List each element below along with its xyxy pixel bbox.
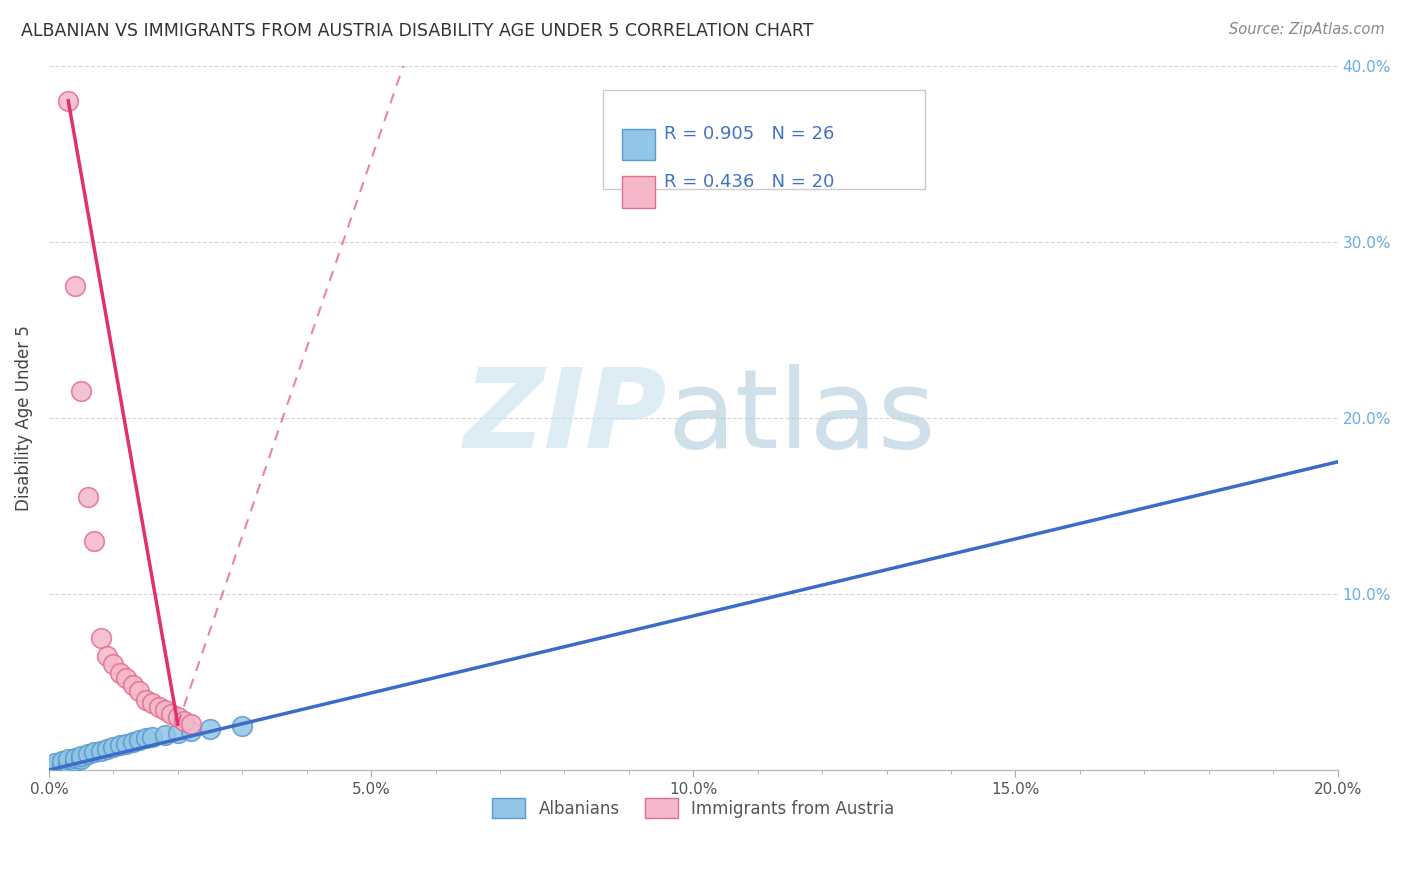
Point bbox=[160, 706, 183, 721]
Bar bbox=[623, 177, 655, 208]
Point bbox=[166, 710, 188, 724]
Point bbox=[44, 759, 66, 773]
Bar bbox=[623, 128, 655, 161]
Point bbox=[96, 648, 118, 663]
Point bbox=[153, 703, 176, 717]
Point bbox=[51, 754, 73, 768]
Point bbox=[135, 692, 157, 706]
Point bbox=[231, 719, 253, 733]
Point bbox=[121, 678, 143, 692]
Point bbox=[76, 747, 98, 761]
Point bbox=[63, 754, 86, 768]
Point bbox=[141, 730, 163, 744]
Point bbox=[128, 733, 150, 747]
Text: ZIP: ZIP bbox=[464, 364, 668, 471]
Point bbox=[63, 278, 86, 293]
Point bbox=[58, 756, 80, 770]
Point bbox=[173, 714, 195, 728]
Text: Source: ZipAtlas.com: Source: ZipAtlas.com bbox=[1229, 22, 1385, 37]
Point bbox=[70, 748, 93, 763]
Point bbox=[103, 657, 125, 672]
Point bbox=[70, 752, 93, 766]
Point bbox=[180, 724, 202, 739]
Point bbox=[135, 731, 157, 746]
Point bbox=[198, 723, 221, 737]
Point bbox=[89, 631, 111, 645]
Point bbox=[166, 726, 188, 740]
Point bbox=[51, 757, 73, 772]
Text: R = 0.905   N = 26: R = 0.905 N = 26 bbox=[664, 125, 834, 144]
Y-axis label: Disability Age Under 5: Disability Age Under 5 bbox=[15, 325, 32, 511]
Point bbox=[89, 744, 111, 758]
Point bbox=[180, 717, 202, 731]
Point bbox=[44, 756, 66, 770]
Point bbox=[83, 745, 105, 759]
Text: atlas: atlas bbox=[668, 364, 936, 471]
Point bbox=[128, 683, 150, 698]
FancyBboxPatch shape bbox=[603, 90, 925, 189]
Point bbox=[103, 740, 125, 755]
Legend: Albanians, Immigrants from Austria: Albanians, Immigrants from Austria bbox=[485, 791, 901, 825]
Point bbox=[76, 490, 98, 504]
Point bbox=[58, 752, 80, 766]
Point bbox=[115, 672, 138, 686]
Point bbox=[108, 739, 131, 753]
Point bbox=[153, 728, 176, 742]
Point bbox=[115, 737, 138, 751]
Point bbox=[63, 750, 86, 764]
Text: R = 0.436   N = 20: R = 0.436 N = 20 bbox=[664, 173, 834, 191]
Point bbox=[108, 666, 131, 681]
Point bbox=[148, 699, 170, 714]
Point bbox=[141, 696, 163, 710]
Point bbox=[83, 534, 105, 549]
Point bbox=[121, 735, 143, 749]
Text: ALBANIAN VS IMMIGRANTS FROM AUSTRIA DISABILITY AGE UNDER 5 CORRELATION CHART: ALBANIAN VS IMMIGRANTS FROM AUSTRIA DISA… bbox=[21, 22, 814, 40]
Point bbox=[96, 742, 118, 756]
Point bbox=[58, 94, 80, 108]
Point bbox=[70, 384, 93, 399]
